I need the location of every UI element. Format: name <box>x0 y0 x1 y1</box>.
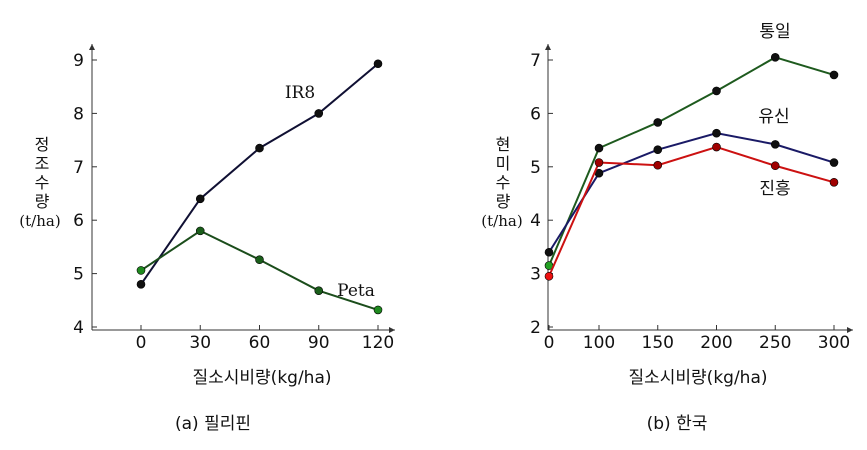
data-point <box>594 143 604 153</box>
data-point <box>255 143 264 153</box>
data-point <box>373 305 383 315</box>
series-line-0 <box>548 56 835 266</box>
y-axis-label-char: 수 <box>35 173 50 192</box>
y-axis-arrow <box>545 44 551 50</box>
y-axis-label-char: 조 <box>35 154 50 173</box>
x-tick-label: 30 <box>189 333 211 353</box>
data-point <box>770 140 780 149</box>
data-point <box>712 142 721 152</box>
data-point <box>136 266 146 275</box>
y-axis-unit: (t/ha) <box>19 212 60 230</box>
series-line-2 <box>548 145 835 277</box>
y-axis-unit: (t/ha) <box>481 212 522 230</box>
data-point <box>544 247 554 257</box>
x-tick-label: 300 <box>818 333 850 353</box>
x-tick-label: 60 <box>249 333 271 353</box>
x-tick-label: 100 <box>583 333 615 353</box>
x-axis-arrow <box>389 327 395 333</box>
x-tick-label: 200 <box>700 333 732 353</box>
y-axis-arrow <box>89 44 95 50</box>
chart-panel-b: 2 3 4 5 6 7 0 100 150 200 250 300 질소시비량(kg/ha) 현미수량(t… <box>481 22 853 434</box>
y-axis-label-char: 정 <box>35 135 50 154</box>
data-point <box>314 286 324 295</box>
y-tick-label: 2 <box>530 318 541 338</box>
data-point <box>373 59 383 69</box>
y-tick-label: 6 <box>73 211 84 231</box>
x-axis-label: 질소시비량(kg/ha) <box>628 368 767 388</box>
y-tick-label: 7 <box>73 158 84 178</box>
y-tick-label: 5 <box>530 158 541 178</box>
data-point <box>136 279 146 289</box>
y-axis-label-char: 현 <box>496 135 511 154</box>
series-label: 유신 <box>758 107 789 127</box>
data-point <box>255 255 264 265</box>
data-point <box>195 194 205 204</box>
series-label: 통일 <box>759 22 790 42</box>
series-label: 진흥 <box>759 179 790 199</box>
y-tick-label: 8 <box>73 104 84 124</box>
y-axis-label-char: 미 <box>496 154 511 173</box>
panel-caption: (a) 필리핀 <box>175 414 251 434</box>
y-tick-label: 7 <box>530 51 541 71</box>
series-label: Peta <box>337 281 375 301</box>
x-tick-label: 120 <box>362 333 394 353</box>
data-point <box>829 70 839 80</box>
series-line-0 <box>140 62 379 285</box>
y-axis-label-char: 량 <box>35 192 50 211</box>
x-tick-label: 0 <box>544 333 555 353</box>
data-point <box>712 128 721 138</box>
x-tick-label: 90 <box>308 333 330 353</box>
data-point <box>712 86 721 96</box>
data-point <box>653 145 663 155</box>
x-axis-arrow <box>847 327 853 333</box>
series-line-1 <box>548 132 835 253</box>
y-tick-label: 6 <box>530 104 541 124</box>
data-point <box>829 177 839 187</box>
y-tick-label: 5 <box>73 265 84 285</box>
x-tick-label: 250 <box>759 333 791 353</box>
y-tick-label: 3 <box>530 265 541 285</box>
y-tick-label: 9 <box>73 51 84 71</box>
x-axis-label: 질소시비량(kg/ha) <box>192 368 331 388</box>
y-tick-label: 4 <box>530 211 541 231</box>
data-point <box>653 160 663 170</box>
data-point <box>770 53 780 62</box>
data-point <box>195 226 205 236</box>
panel-caption: (b) 한국 <box>647 414 708 434</box>
series-label: IR8 <box>285 83 315 103</box>
data-point <box>594 158 604 167</box>
data-point <box>653 118 663 127</box>
data-point <box>829 158 839 167</box>
x-tick-label: 0 <box>136 333 147 353</box>
data-point <box>314 109 324 118</box>
data-point <box>544 271 554 281</box>
data-point <box>770 161 780 171</box>
y-axis-label-char: 량 <box>496 192 511 211</box>
y-axis-label-char: 수 <box>496 173 511 192</box>
y-tick-label: 4 <box>73 318 84 338</box>
x-tick-label: 150 <box>642 333 674 353</box>
